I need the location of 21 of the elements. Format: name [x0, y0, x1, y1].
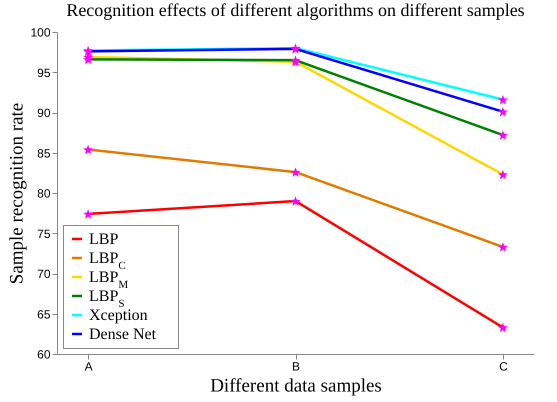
y-axis-title: Sample recognition rate — [6, 102, 28, 284]
legend-label: LBP$_{S}$ — [89, 288, 124, 310]
y-tick-label: 85 — [37, 146, 51, 160]
x-tick-label: B — [292, 360, 300, 374]
legend-label: LBP — [89, 231, 118, 248]
x-tick-label: C — [499, 360, 508, 374]
legend-label: Dense Net — [89, 326, 157, 343]
x-tick-label: A — [84, 360, 93, 374]
y-tick-label: 65 — [37, 307, 51, 322]
y-tick-label: 80 — [37, 186, 51, 200]
y-tick-label: 60 — [37, 348, 51, 362]
y-tick-label: 95 — [37, 66, 51, 80]
y-tick-label: 70 — [37, 267, 51, 281]
chart-title: Recognition effects of different algorithms on different samples — [66, 0, 525, 20]
x-axis-title: Different data samples — [210, 376, 382, 396]
y-tick-label: 75 — [37, 226, 51, 241]
y-tick-label: 100 — [30, 26, 51, 40]
legend-label: LBP$_{C}$ — [89, 250, 126, 272]
legend-label: Xception — [89, 307, 148, 324]
y-tick-label: 90 — [37, 106, 51, 120]
legend-label: LBP$_{M}$ — [89, 269, 128, 291]
